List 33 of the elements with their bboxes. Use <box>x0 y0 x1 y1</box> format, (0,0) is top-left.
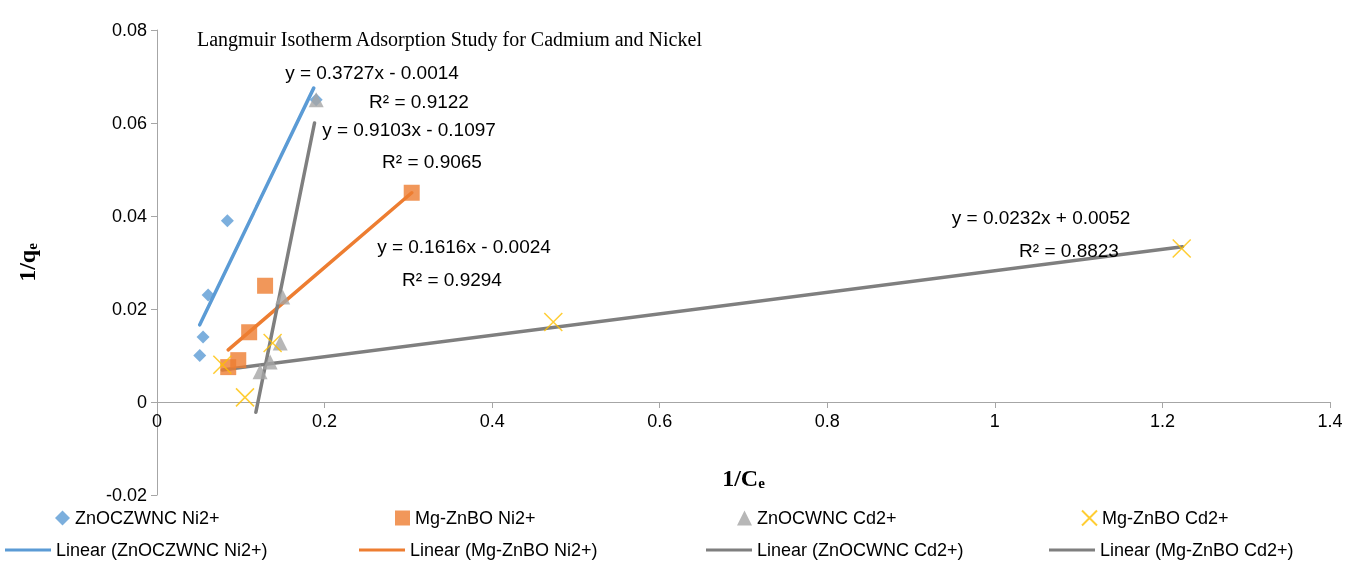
x-tick-label: 0.2 <box>312 411 338 431</box>
x-tick-label: 0 <box>151 411 163 431</box>
annotation: y = 0.9103x - 0.1097 <box>322 118 496 140</box>
y-tick-label: 0.08 <box>111 20 147 40</box>
y-tick-label: 0.02 <box>111 299 147 319</box>
annotation: R² = 0.8823 <box>1019 239 1119 261</box>
legend-label: Linear (ZnOCWNC Cd2+) <box>757 540 964 560</box>
legend-label: Linear (ZnOCZWNC Ni2+) <box>56 540 268 560</box>
legend-label: ZnOCWNC Cd2+ <box>757 508 897 528</box>
chart-title: Langmuir Isotherm Adsorption Study for Cadmium and Nickel <box>197 28 703 51</box>
x-tick-label: 0.8 <box>814 411 840 431</box>
annotation: y = 0.0232x + 0.0052 <box>951 206 1131 228</box>
annotation: R² = 0.9065 <box>382 150 482 172</box>
x-axis-title: 1/Ce <box>722 464 766 491</box>
y-tick-label: 0.04 <box>111 206 147 226</box>
legend-label: Linear (Mg-ZnBO Ni2+) <box>410 540 598 560</box>
legend-label: Mg-ZnBO Ni2+ <box>415 508 536 528</box>
y-tick-label: -0.02 <box>105 485 147 505</box>
x-tick-label: 0.4 <box>479 411 505 431</box>
x-tick-label: 1 <box>989 411 1000 431</box>
x-tick-label: 1.4 <box>1317 411 1343 431</box>
x-tick-label: 0.6 <box>647 411 673 431</box>
annotation: R² = 0.9294 <box>402 268 503 290</box>
legend-label: Mg-ZnBO Cd2+ <box>1102 508 1229 528</box>
y-tick-label: 0.06 <box>111 113 147 133</box>
legend-label: Linear (Mg-ZnBO Cd2+) <box>1100 540 1294 560</box>
y-tick-label: 0 <box>136 392 147 412</box>
y-axis-title: 1/qe <box>13 242 40 282</box>
legend-label: ZnOCZWNC Ni2+ <box>75 508 220 528</box>
annotation: y = 0.3727x - 0.0014 <box>285 61 460 83</box>
annotation: y = 0.1616x - 0.0024 <box>377 235 552 257</box>
x-tick-label: 1.2 <box>1149 411 1175 431</box>
annotation: R² = 0.9122 <box>369 90 469 112</box>
